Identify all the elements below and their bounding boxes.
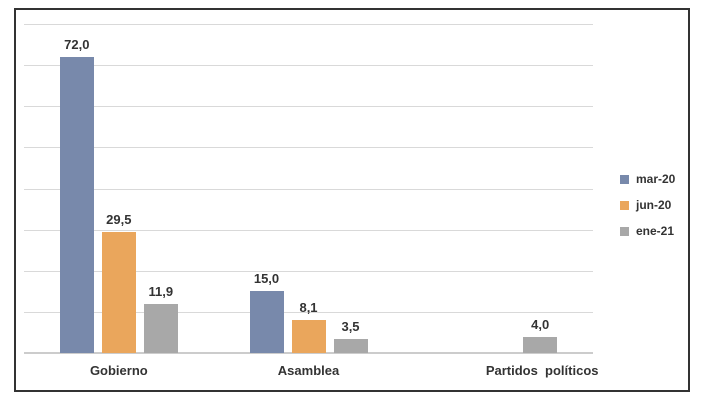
bar-ene-21 (333, 338, 368, 353)
gridline (24, 147, 593, 149)
data-label: 4,0 (531, 316, 550, 332)
legend-item: mar-20 (620, 166, 675, 192)
bar-jun-20 (101, 231, 136, 353)
bar-ene-21 (523, 336, 558, 353)
bar-mar-20 (59, 56, 94, 353)
data-label: 8,1 (299, 299, 318, 315)
category-label: Gobierno (89, 363, 148, 378)
bar-jun-20 (291, 319, 326, 353)
gridline (24, 229, 593, 231)
category-label: Partidos políticos (485, 363, 599, 378)
category-label: Asamblea (277, 363, 340, 378)
bar-ene-21 (143, 304, 178, 353)
legend-swatch-jun-20 (620, 200, 629, 210)
bar-mar-20 (249, 291, 284, 353)
legend: mar-20 jun-20 ene-21 (620, 166, 675, 244)
legend-item: ene-21 (620, 218, 675, 244)
gridline (24, 311, 593, 313)
legend-label: mar-20 (636, 172, 676, 186)
x-axis-line (24, 352, 593, 354)
data-label: 72,0 (64, 36, 90, 52)
legend-item: jun-20 (620, 192, 675, 218)
data-label: 3,5 (341, 318, 360, 334)
gridline (24, 270, 593, 272)
legend-label: ene-21 (636, 224, 675, 238)
gridline (24, 24, 593, 25)
gridline (24, 188, 593, 190)
legend-swatch-mar-20 (620, 174, 629, 184)
legend-swatch-ene-21 (620, 226, 629, 236)
legend-label: jun-20 (636, 198, 672, 212)
data-label: 11,9 (148, 284, 174, 300)
gridline (24, 106, 593, 108)
data-label: 29,5 (106, 211, 132, 227)
data-label: 15,0 (253, 271, 280, 287)
gridline (24, 65, 593, 67)
